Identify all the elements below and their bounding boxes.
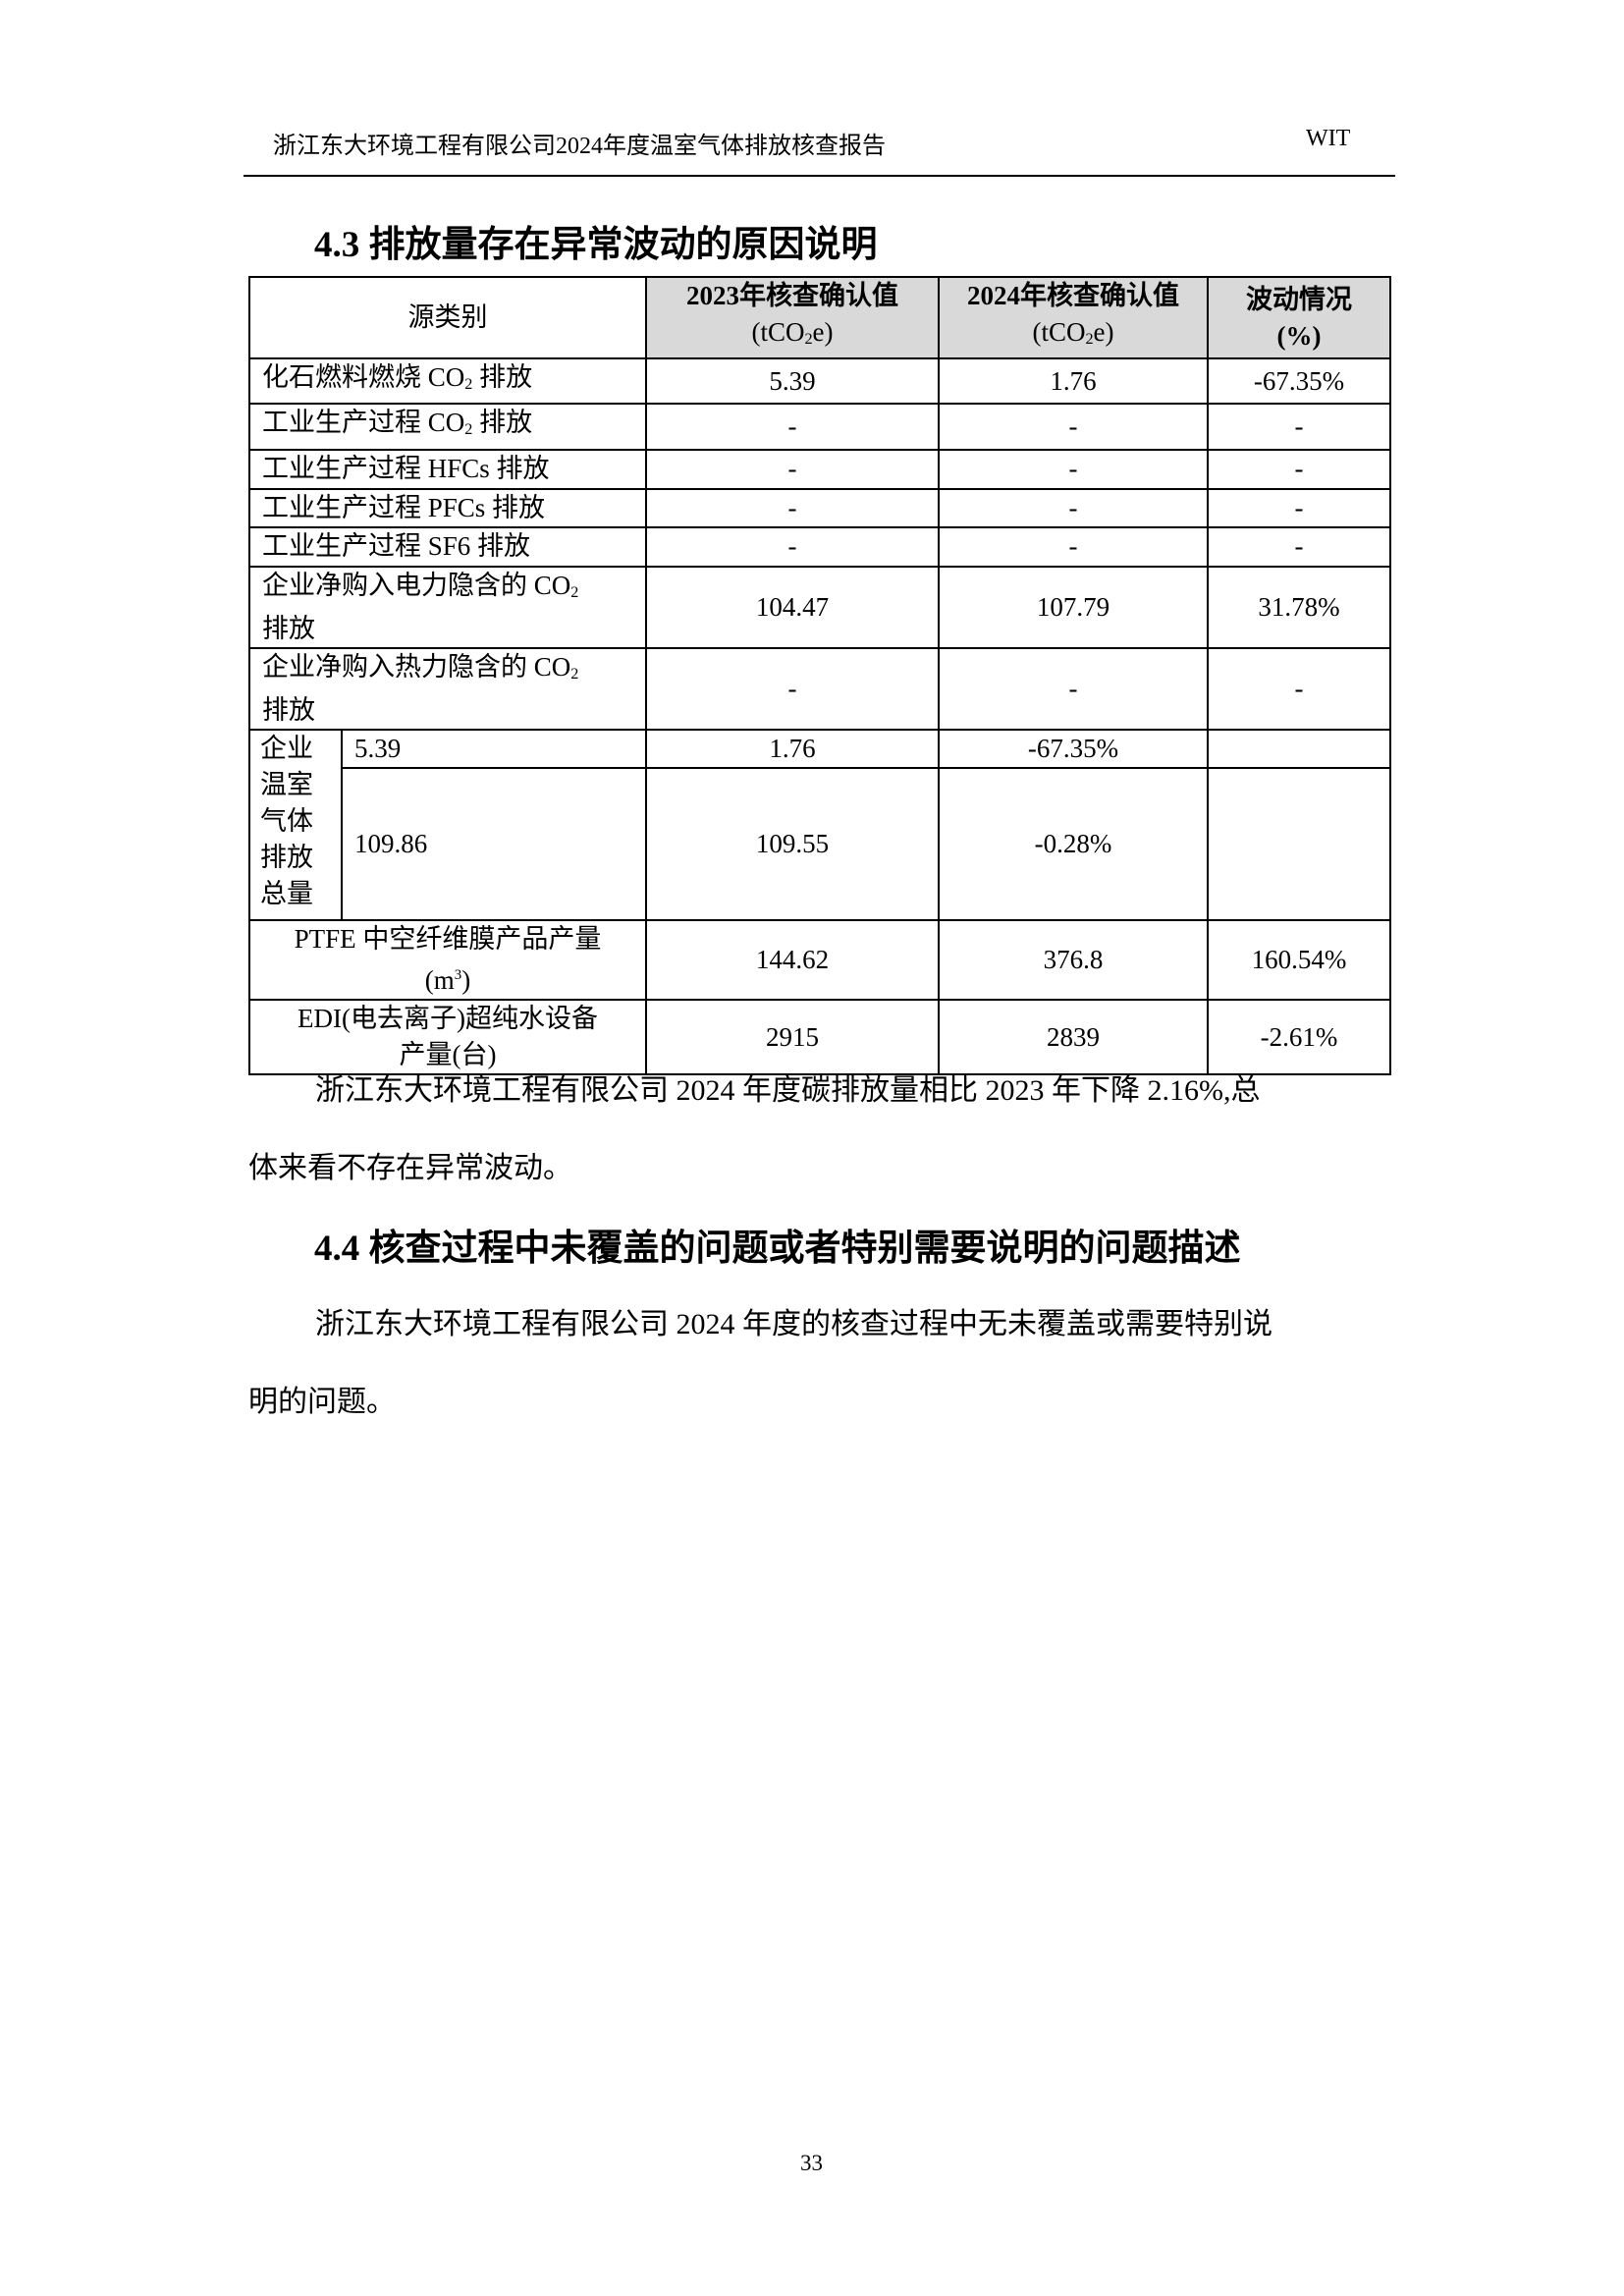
paragraph-4-4-line2: 明的问题。 (248, 1386, 396, 1418)
table-row: 企业净购入电力隐含的 CO2 排放 104.47 107.79 31.78% (248, 565, 1391, 649)
row-label: 企业净购入电力隐含的 CO2 排放 (248, 565, 647, 649)
row-label: 企业净购入热力隐含的 CO2 排放 (248, 646, 647, 732)
value-2024: 376.8 (938, 919, 1209, 1002)
value-change: -67.35% (1207, 357, 1391, 406)
value-2023: 5.39 (645, 357, 940, 406)
row-label: 工业生产过程 HFCs 排放 (248, 448, 647, 490)
value-2023: - (645, 403, 940, 451)
row-label: 化石燃料燃烧 CO2 排放 (248, 357, 647, 406)
header-change: 波动情况 (%) (1207, 275, 1391, 360)
value-2023: - (645, 487, 940, 528)
header-2023: 2023年核查确认值 (tCO2e) (645, 275, 940, 360)
paragraph-4-3-line1: 浙江东大环境工程有限公司 2024 年度碳排放量相比 2023 年下降 2.16… (315, 1074, 1261, 1107)
header-divider (244, 175, 1395, 177)
total-label: 企业温室气体排放总量 (248, 729, 343, 922)
row-label: 工业生产过程 SF6 排放 (248, 525, 647, 568)
row-label: 工业生产过程 PFCs 排放 (248, 487, 647, 528)
value-change: 31.78% (1207, 565, 1391, 649)
table-row-total-1: 企业温室气体排放总量 5.39 1.76 -67.35% (248, 729, 1391, 922)
value-2023: - (645, 646, 940, 732)
value-change: - (1207, 646, 1391, 732)
row-label: EDI(电去离子)超纯水设备 产量(台) (248, 999, 647, 1076)
value-change: - (1207, 487, 1391, 528)
value-2024: - (938, 646, 1209, 732)
value-2023: 2915 (645, 999, 940, 1076)
section-heading-4-3: 4.3 排放量存在异常波动的原因说明 (314, 225, 878, 265)
total-cell (1207, 767, 1391, 922)
table-header-row: 源类别 2023年核查确认值 (tCO2e) 2024年核查确认值 (tCO2e) … (248, 275, 1391, 360)
table-row: 工业生产过程 SF6 排放 - - - (248, 525, 1391, 568)
total-cell: 109.86 (341, 767, 647, 922)
paragraph-4-3-line2: 体来看不存在异常波动。 (248, 1152, 572, 1184)
value-2023: 144.62 (645, 919, 940, 1002)
value-2024: 1.76 (938, 357, 1209, 406)
total-cell: 5.39 (341, 729, 647, 770)
total-cell: 1.76 (645, 729, 940, 770)
table-row: 工业生产过程 CO2 排放 - - - (248, 403, 1391, 451)
value-change: - (1207, 403, 1391, 451)
value-change: - (1207, 448, 1391, 490)
value-2024: - (938, 487, 1209, 528)
table-row-edi: EDI(电去离子)超纯水设备 产量(台) 2915 2839 -2.61% (248, 999, 1391, 1076)
table-row: 化石燃料燃烧 CO2 排放 5.39 1.76 -67.35% (248, 357, 1391, 406)
section-heading-4-4: 4.4 核查过程中未覆盖的问题或者特别需要说明的问题描述 (314, 1229, 1241, 1269)
value-2023: - (645, 525, 940, 568)
page-number: 33 (800, 2151, 823, 2175)
table-row: 工业生产过程 PFCs 排放 - - - (248, 487, 1391, 528)
table-row: 企业净购入热力隐含的 CO2 排放 - - - (248, 646, 1391, 732)
header-source-category: 源类别 (248, 275, 647, 360)
running-header-right: WIT (1306, 126, 1351, 151)
table-row-total-2: 109.86 109.55 -0.28% (249, 767, 1391, 922)
row-label: 工业生产过程 CO2 排放 (248, 403, 647, 451)
table-row: 工业生产过程 HFCs 排放 - - - (248, 448, 1391, 490)
total-cell: -67.35% (938, 729, 1209, 770)
header-2024: 2024年核查确认值 (tCO2e) (938, 275, 1209, 360)
row-label: PTFE 中空纤维膜产品产量 (m3) (248, 919, 647, 1002)
value-change: -2.61% (1207, 999, 1391, 1076)
value-change: 160.54% (1207, 919, 1391, 1002)
running-header-title: 浙江东大环境工程有限公司2024年度温室气体排放核查报告 (273, 134, 886, 159)
total-cell: 109.55 (645, 767, 940, 922)
value-2024: 2839 (938, 999, 1209, 1076)
value-2023: - (645, 448, 940, 490)
value-change: - (1207, 525, 1391, 568)
value-2024: 107.79 (938, 565, 1209, 649)
value-2024: - (938, 448, 1209, 490)
paragraph-4-4-line1: 浙江东大环境工程有限公司 2024 年度的核查过程中无未覆盖或需要特别说 (315, 1308, 1272, 1340)
value-2024: - (938, 403, 1209, 451)
value-2023: 104.47 (645, 565, 940, 649)
total-cell (1207, 729, 1391, 770)
table-row-ptfe: PTFE 中空纤维膜产品产量 (m3) 144.62 376.8 160.54% (248, 919, 1391, 1002)
total-cell: -0.28% (938, 767, 1209, 922)
emission-fluctuation-table: 源类别 2023年核查确认值 (tCO2e) 2024年核查确认值 (tCO2e) … (248, 275, 1391, 1076)
value-2024: - (938, 525, 1209, 568)
